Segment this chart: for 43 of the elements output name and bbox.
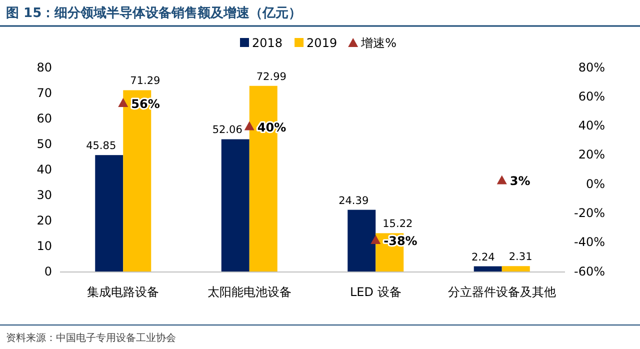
y2-tick-label: -40%	[574, 235, 605, 250]
legend-label: 2019	[306, 36, 338, 50]
point	[244, 121, 254, 130]
text: 资料来源：中国电子专用设备工业协会	[6, 332, 176, 344]
bar	[221, 139, 250, 272]
y2-tick-label: -60%	[574, 264, 605, 278]
y2-tick-label: -20%	[574, 206, 605, 220]
point	[496, 175, 507, 184]
data-label: 2.24	[471, 251, 496, 264]
data-label: 72.99	[256, 70, 286, 83]
y2-tick-label: 0%	[586, 176, 605, 191]
x-tick-label: 太阳能电池设备	[207, 285, 292, 299]
title: 图 15：细分领域半导体设备销售额及增速（亿元）	[6, 6, 302, 21]
data-label: 24.39	[338, 194, 369, 207]
y-tick-label: 50	[36, 136, 52, 151]
y-tick-label: 80	[36, 60, 52, 74]
bar	[348, 210, 376, 272]
data-label: 15.22	[382, 218, 413, 230]
y2-tick-label: 20%	[578, 148, 605, 162]
data-label: 52.06	[212, 124, 243, 136]
x-tick-label: 集成电路设备	[87, 285, 160, 299]
y-tick-label: 60	[36, 111, 52, 126]
data-label: 2.31	[508, 251, 532, 264]
bar	[95, 155, 124, 272]
legend-label: 2018	[252, 36, 283, 50]
x-tick-label: 分立器件设备及其他	[448, 285, 556, 299]
data-label: 71.29	[130, 75, 160, 88]
y-tick-label: 70	[36, 86, 52, 100]
y-tick-label: 10	[36, 238, 52, 253]
data-label: 45.85	[86, 140, 116, 152]
legend-label: 增速%	[360, 36, 396, 50]
point	[370, 234, 381, 244]
data-label: 3%	[510, 174, 530, 188]
y-tick-label: 0	[44, 264, 52, 278]
y-tick-label: 40	[36, 162, 52, 176]
bar	[502, 266, 530, 272]
y2-tick-label: 60%	[578, 89, 605, 104]
point	[118, 98, 128, 107]
y-tick-label: 30	[36, 188, 52, 202]
y2-tick-label: 80%	[578, 60, 605, 74]
y-tick-label: 20	[36, 213, 52, 228]
x-tick-label: LED 设备	[350, 285, 402, 299]
y2-tick-label: 40%	[578, 118, 605, 133]
